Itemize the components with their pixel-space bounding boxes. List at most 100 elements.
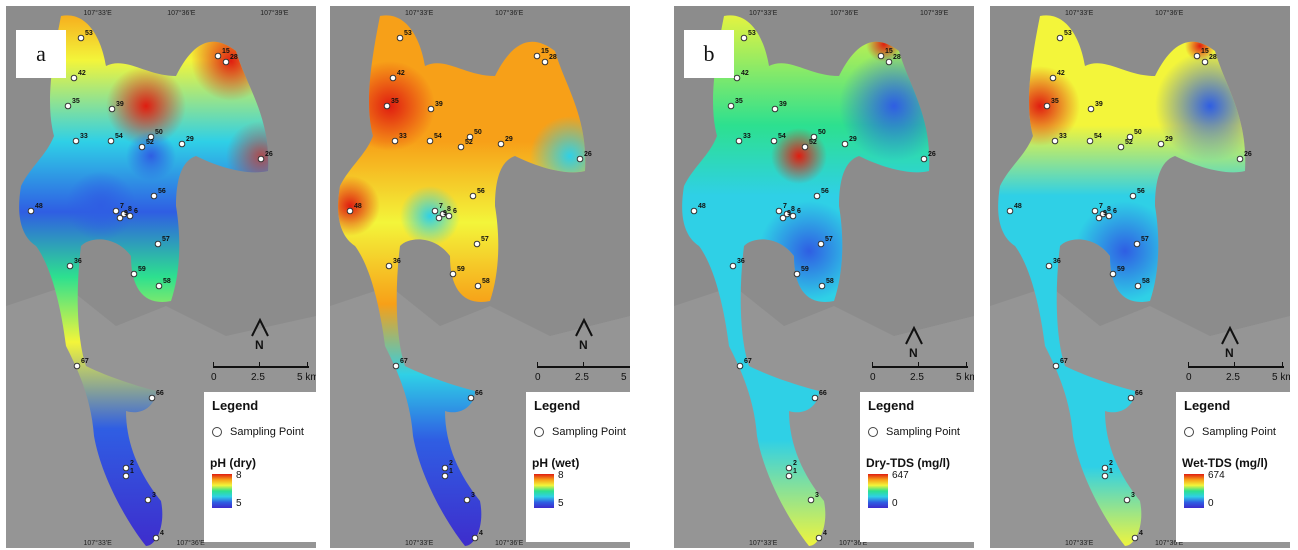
sampling-point-label: 15 — [885, 48, 893, 55]
sampling-point-marker — [130, 270, 138, 278]
sampling-point-label: 26 — [1244, 151, 1252, 158]
sampling-point-label: 53 — [748, 30, 756, 37]
scale-label-mid: 2.5 — [575, 372, 589, 383]
sampling-point-label: 35 — [72, 98, 80, 105]
sampling-point-marker — [463, 496, 471, 504]
sampling-point-label: 28 — [549, 54, 557, 61]
sampling-point-marker — [1049, 74, 1057, 82]
scale-label-mid: 2.5 — [251, 372, 265, 383]
sampling-point-marker — [1127, 394, 1135, 402]
sampling-point-marker — [154, 240, 162, 248]
legend-sampling-point: Sampling Point — [1184, 426, 1276, 438]
sampling-point-marker — [1045, 262, 1053, 270]
sampling-point-marker — [1193, 52, 1201, 60]
panel-label: a — [16, 30, 66, 78]
sampling-point-label: 9 — [787, 210, 791, 217]
sampling-point-marker — [222, 58, 230, 66]
legend-min: 5 — [236, 498, 242, 509]
sampling-point-marker — [1086, 137, 1094, 145]
sampling-point-label: 1 — [793, 468, 797, 475]
sampling-point-label: 39 — [435, 101, 443, 108]
sampling-point-label: 26 — [584, 151, 592, 158]
scale-bar: 0 2.5 5 km — [1186, 360, 1290, 390]
legend: Legend Sampling Point Wet-TDS (mg/l) 674… — [1176, 392, 1290, 542]
sampling-point-marker — [474, 282, 482, 290]
coord-label-top: 107°33'E — [749, 9, 778, 17]
sampling-point-marker — [126, 212, 134, 220]
sampling-point-label: 53 — [1064, 30, 1072, 37]
sampling-point-marker — [920, 155, 928, 163]
coord-label-top: 107°39'E — [920, 9, 949, 17]
sampling-point-marker — [793, 270, 801, 278]
sampling-point-marker — [108, 105, 116, 113]
sampling-point-marker — [1109, 270, 1117, 278]
sampling-point-marker — [148, 394, 156, 402]
scale-bar: 0 2.5 5 km — [211, 360, 316, 390]
sampling-point-label: 36 — [393, 258, 401, 265]
sampling-point-label: Sampling Point — [230, 426, 304, 438]
sampling-point-label: 6 — [1113, 208, 1117, 215]
sampling-point-label: 8 — [128, 206, 132, 213]
sampling-point-label: 57 — [481, 236, 489, 243]
sampling-point-marker — [1129, 192, 1137, 200]
sampling-point-label: 54 — [778, 133, 786, 140]
sampling-point-label: 33 — [1059, 133, 1067, 140]
legend-max: 647 — [892, 470, 909, 481]
sampling-point-marker — [426, 137, 434, 145]
sampling-point-label: 56 — [821, 188, 829, 195]
sampling-point-label: Sampling Point — [886, 426, 960, 438]
north-label: N — [1225, 346, 1234, 360]
legend-min: 5 — [558, 498, 564, 509]
north-arrow-icon: N — [900, 324, 930, 360]
sampling-point-label: 50 — [1134, 129, 1142, 136]
sampling-point-marker — [178, 140, 186, 148]
sampling-point-label: 59 — [138, 266, 146, 273]
sampling-point-label: 35 — [735, 98, 743, 105]
scale-bar: 0 2.5 5 km — [535, 360, 630, 390]
sampling-point-label: 48 — [35, 203, 43, 210]
sampling-point-marker — [466, 133, 474, 141]
sampling-point-marker — [770, 137, 778, 145]
sampling-point-label: 54 — [1094, 133, 1102, 140]
legend-title: Legend — [1184, 398, 1231, 413]
sampling-point-marker — [155, 282, 163, 290]
sampling-point-marker — [1131, 534, 1139, 542]
sampling-point-label: 29 — [849, 136, 857, 143]
sampling-point-label: 36 — [737, 258, 745, 265]
sampling-point-marker — [1043, 102, 1051, 110]
sampling-point-marker — [813, 192, 821, 200]
sampling-point-marker — [727, 102, 735, 110]
sampling-point-label: 29 — [505, 136, 513, 143]
sampling-point-marker — [690, 207, 698, 215]
sampling-point-marker — [214, 52, 222, 60]
sampling-point-label: 66 — [819, 390, 827, 397]
sampling-point-marker — [1051, 137, 1059, 145]
sampling-point-label: 6 — [453, 208, 457, 215]
scale-label-max: 5 km — [297, 372, 316, 383]
scale-label-max: 5 km — [621, 372, 630, 383]
sampling-point-marker — [445, 212, 453, 220]
sampling-point-label: 66 — [475, 390, 483, 397]
sampling-point-marker — [1095, 214, 1103, 222]
sampling-point-marker — [771, 105, 779, 113]
north-label: N — [909, 346, 918, 360]
sampling-point-label: Sampling Point — [1202, 426, 1276, 438]
sampling-point-marker — [66, 262, 74, 270]
scale-label-max: 5 km — [956, 372, 974, 383]
sampling-point-icon — [534, 427, 544, 437]
color-ramp — [534, 474, 554, 508]
sampling-point-label: 1 — [1109, 468, 1113, 475]
legend-min: 0 — [1208, 498, 1214, 509]
sampling-point-marker — [392, 362, 400, 370]
sampling-point-label: 15 — [541, 48, 549, 55]
coord-label-bottom: 107°33'E — [84, 539, 113, 547]
sampling-point-label: 1 — [449, 468, 453, 475]
color-ramp — [212, 474, 232, 508]
sampling-point-marker — [740, 34, 748, 42]
sampling-point-label: 28 — [230, 54, 238, 61]
sampling-point-label: 9 — [124, 210, 128, 217]
legend-sampling-point: Sampling Point — [212, 426, 304, 438]
